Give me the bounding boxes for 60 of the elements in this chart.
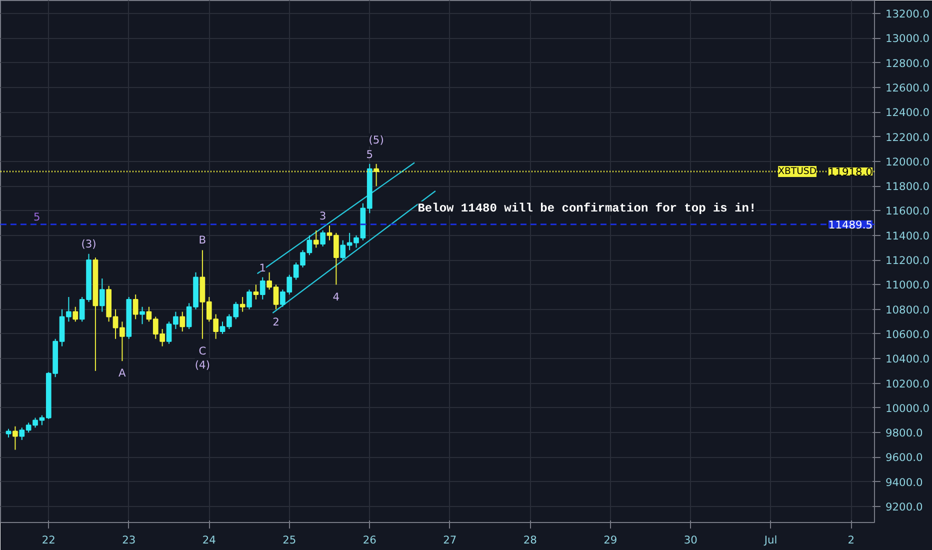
annotation: 5 — [34, 210, 40, 224]
annotation: B — [198, 234, 206, 247]
candlestick — [140, 306, 145, 325]
y-tick-label: 10800.0 — [886, 303, 930, 316]
y-tick-label: 12600.0 — [886, 82, 930, 94]
annotation: 1 — [259, 261, 266, 274]
y-tick-label: 13000.0 — [886, 32, 930, 46]
annotation: 3 — [319, 210, 326, 223]
y-tick-label: 10200.0 — [886, 377, 930, 390]
x-tick-label: 29 — [604, 534, 618, 546]
annotation: A — [118, 366, 127, 380]
y-tick-label: 9600.0 — [886, 451, 924, 464]
candlestick — [320, 230, 326, 247]
y-tick-label: 10600.0 — [886, 328, 930, 341]
y-tick-label: 11400.0 — [886, 229, 930, 242]
x-tick-label: 2 — [848, 534, 854, 546]
x-tick-label: 25 — [282, 534, 296, 546]
x-tick-label: 28 — [523, 534, 538, 546]
candlestick — [240, 296, 246, 312]
y-tick-label: 9400.0 — [886, 476, 924, 489]
annotation: 2 — [272, 315, 280, 328]
y-tick-label: 10400.0 — [886, 352, 930, 366]
y-tick-label: 11600.0 — [886, 204, 930, 218]
annotation: Below 11480 will be confirmation for top is in! — [418, 201, 756, 216]
y-tick-label: 12200.0 — [886, 130, 930, 144]
y-tick-label: 12400.0 — [886, 106, 930, 120]
x-tick-label: 26 — [362, 534, 377, 546]
y-tick-label: 11200.0 — [886, 254, 930, 268]
candlestick — [132, 294, 138, 320]
annotation: (3) — [81, 237, 96, 250]
y-tick-label: 10000.0 — [886, 402, 930, 415]
candlestick — [246, 289, 252, 310]
y-tick-label: 9800.0 — [886, 426, 924, 440]
y-tick-label: 9200.0 — [886, 500, 924, 514]
annotation: (4) — [194, 358, 210, 372]
annotation: (5) — [368, 133, 384, 146]
y-tick-label: 12000.0 — [886, 155, 930, 168]
x-tick-label: 24 — [202, 534, 216, 546]
y-tick-label: 11800.0 — [886, 180, 930, 194]
x-tick-label: Jul — [763, 534, 778, 546]
ref-line-label: 11489.5 — [828, 218, 873, 232]
candlestick — [260, 276, 266, 300]
candlestick — [313, 230, 319, 248]
x-tick-label: 30 — [684, 534, 698, 546]
x-tick-label: 27 — [443, 534, 457, 546]
candlestick — [12, 426, 18, 450]
x-tick-label: 23 — [122, 534, 136, 546]
x-tick-label: 22 — [42, 534, 56, 546]
candlestick — [180, 311, 186, 332]
annotation: 5 — [366, 148, 374, 161]
y-tick-label: 12800.0 — [886, 56, 930, 70]
ref-line-label: XBTUSD — [778, 166, 817, 178]
y-tick-label: 11000.0 — [886, 278, 930, 292]
candlestick — [99, 278, 105, 312]
annotation: 11918.0 — [828, 166, 873, 179]
y-tick-label: 13200.0 — [886, 8, 930, 21]
annotation: 4 — [332, 290, 340, 304]
candlestick — [72, 306, 78, 322]
annotation: C — [198, 344, 206, 358]
candlestick — [253, 284, 259, 300]
